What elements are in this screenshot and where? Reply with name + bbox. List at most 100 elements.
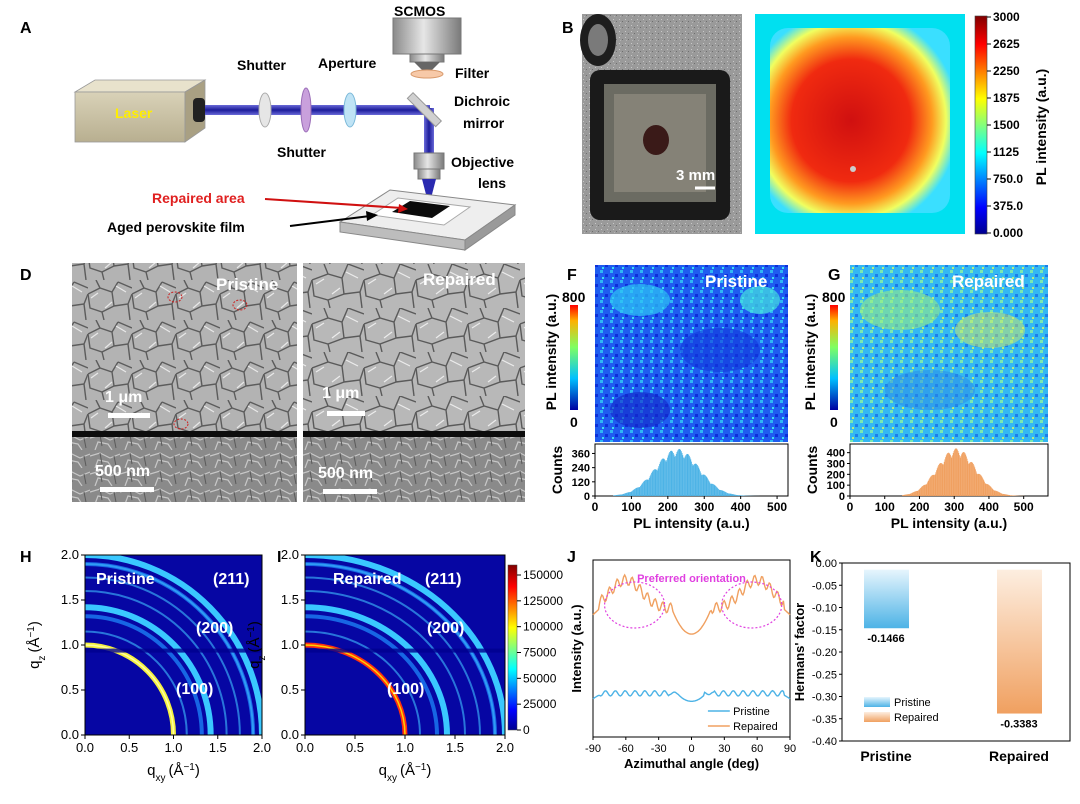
histogram-bar xyxy=(672,451,673,496)
histogram-bar xyxy=(654,469,656,496)
histogram-bar xyxy=(702,474,703,496)
histogram-bar xyxy=(921,486,923,496)
histogram-bar xyxy=(987,484,989,496)
histogram-xtick-label: 400 xyxy=(979,500,999,514)
pl-pristine-ylabel: PL intensity (a.u.) xyxy=(543,294,559,410)
histogram-bar xyxy=(983,480,985,496)
histogram-bar xyxy=(927,480,929,496)
histogram-bar xyxy=(706,477,708,496)
panel-label-a: A xyxy=(20,20,32,37)
objective-label-1: Objective xyxy=(451,154,514,170)
histogram-bar xyxy=(685,455,687,496)
scmos-camera xyxy=(392,17,462,55)
histogram-bar xyxy=(919,488,921,496)
sem-pristine: Pristine 1 μm 500 nm xyxy=(72,263,297,502)
histogram-bar xyxy=(670,450,672,496)
histogram-bar xyxy=(970,462,971,496)
filter-label: Filter xyxy=(455,65,490,81)
giwaxs-ring xyxy=(305,604,450,735)
histogram-bar xyxy=(981,476,983,496)
histogram-bar xyxy=(659,462,661,496)
histogram-bar xyxy=(928,479,930,496)
azimuthal-xtick-label: -30 xyxy=(651,743,667,755)
giwaxs-ytick-label: 0.0 xyxy=(61,727,79,742)
histogram-bar xyxy=(904,494,905,496)
histogram-bar xyxy=(620,494,622,496)
repaired-area-arrow xyxy=(264,198,403,209)
histogram-bar xyxy=(949,453,951,496)
giwaxs-colorbar-tick-label: 0 xyxy=(523,723,530,737)
histogram-bar xyxy=(1010,495,1012,496)
giwaxs-ring xyxy=(85,555,262,735)
pl-map-colorbar xyxy=(974,15,988,235)
histogram-bar xyxy=(997,491,999,496)
histogram-bar xyxy=(642,482,644,496)
histogram-bar xyxy=(941,463,942,496)
histogram-bar xyxy=(738,495,740,496)
histogram-bar xyxy=(956,448,958,496)
histogram-bar xyxy=(667,455,669,496)
histogram-bar xyxy=(1004,494,1006,496)
histogram-bar xyxy=(681,453,683,496)
histogram-bar xyxy=(923,485,925,496)
histogram-bar xyxy=(650,474,652,496)
histogram-bar xyxy=(613,495,615,496)
histogram-bar xyxy=(944,459,946,496)
histogram-xlabel: PL intensity (a.u.) xyxy=(633,515,749,531)
histogram-bar xyxy=(683,457,684,496)
histogram-bar xyxy=(916,490,918,496)
histogram-bar xyxy=(968,463,969,496)
histogram-bar xyxy=(940,462,942,496)
histogram-bar xyxy=(726,492,727,496)
histogram-xlabel: PL intensity (a.u.) xyxy=(891,515,1007,531)
histogram-bar xyxy=(938,465,940,496)
giwaxs-xtick-label: 0.5 xyxy=(346,740,364,755)
histogram-bar xyxy=(616,495,617,496)
dichroic-label-1: Dichroic xyxy=(454,93,510,109)
histogram-bar xyxy=(693,464,695,496)
shutter-top-label: Shutter xyxy=(237,57,287,73)
histogram-bar xyxy=(623,493,625,496)
hermans-legend-label: Repaired xyxy=(894,712,939,724)
histogram-bar xyxy=(970,461,972,496)
histogram-bar xyxy=(718,489,720,496)
histogram-bar xyxy=(982,478,984,496)
histogram-bar xyxy=(936,470,937,496)
histogram-bar xyxy=(682,455,684,496)
histogram-bar xyxy=(961,454,962,496)
histogram-bar xyxy=(641,483,643,496)
histogram-ylabel: Counts xyxy=(549,446,565,494)
histogram-bar xyxy=(670,451,671,496)
histogram-bar xyxy=(993,489,994,496)
histogram-bar xyxy=(966,458,968,496)
histogram-bar xyxy=(619,494,620,496)
histogram-bar xyxy=(712,483,714,496)
histogram-ytick-label: 100 xyxy=(827,480,845,492)
histogram-bar xyxy=(688,454,690,496)
azimuthal-ylabel: Intensity (a.u.) xyxy=(569,604,584,692)
histogram-bar xyxy=(972,464,974,496)
histogram-bar xyxy=(937,466,939,496)
histogram-bar xyxy=(714,485,716,496)
histogram-bar xyxy=(733,494,735,496)
histogram-bar xyxy=(719,489,721,496)
histogram-bar xyxy=(704,475,706,496)
repaired-area-label: Repaired area xyxy=(152,190,245,206)
histogram-bar xyxy=(973,465,975,496)
histogram-bar xyxy=(988,484,990,496)
histogram-bar xyxy=(677,450,679,496)
pl-map-colorbar-tick-label: 0.000 xyxy=(993,226,1023,240)
histogram-bar xyxy=(704,474,706,496)
histogram-bar xyxy=(637,487,639,496)
histogram-bar xyxy=(975,471,977,496)
hermans-bar xyxy=(864,569,909,629)
histogram-bar xyxy=(631,491,633,496)
histogram-xtick-label: 500 xyxy=(767,500,787,514)
histogram-bar xyxy=(975,469,976,496)
hermans-ytick-label: -0.05 xyxy=(812,580,837,592)
objective-label-2: lens xyxy=(478,175,506,191)
histogram-bar xyxy=(659,464,660,496)
histogram-bar xyxy=(945,457,946,496)
giwaxs-ytick-label: 2.0 xyxy=(61,547,79,562)
